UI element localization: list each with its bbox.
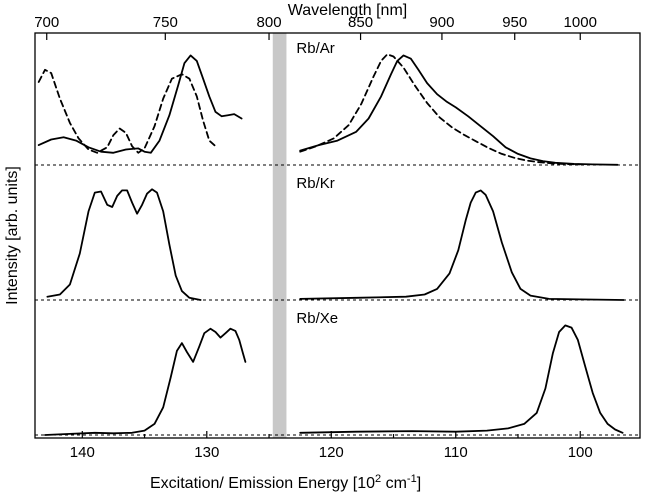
series-line-3 [299,54,619,166]
x-top-tick-label: 850 [348,14,373,31]
panel-label: Rb/Ar [296,40,334,57]
x-bottom-tick-label: 120 [319,444,344,461]
x-top-tick-label: 1000 [564,14,597,31]
plot-frame-group [34,32,641,439]
x-bottom-tick-label: 100 [568,444,593,461]
x-bottom-tick-label: 130 [194,444,219,461]
x-top-tick-label: 800 [257,14,282,31]
spectral-gap-band [272,33,287,438]
series-line-1 [44,327,247,436]
series-line-1 [37,54,243,154]
panels-group: Rb/Ar Rb/Kr Rb/Xe [35,40,640,436]
panel-rb-kr: Rb/Kr [35,175,640,301]
x-top-tick-label: 900 [429,14,454,31]
panel-label: Rb/Xe [296,310,338,327]
panel-rb-xe: Rb/Xe [35,310,640,436]
x-axis-top-title: Wavelength [nm] [288,2,407,19]
series-line-2 [299,324,624,434]
y-axis-title: Intensity [arb. units] [4,166,21,305]
x-top-tick-label: 700 [34,14,59,31]
x-top-tick-label: 750 [153,14,178,31]
x-axis-bottom-title: Excitation/ Emission Energy [102 cm-1] [150,473,421,492]
series-line-1 [46,188,202,301]
x-bottom-tick-label: 140 [70,444,95,461]
series-line-2 [37,68,217,154]
series-line-2 [299,189,625,301]
panel-rb-ar: Rb/Ar [35,40,640,166]
plot-frame [34,32,641,439]
x-top-tick-label: 950 [502,14,527,31]
series-line-4 [299,53,582,166]
ticks-group: 140 130 120 110 100 700 750 800 850 900 950 1000 [34,14,597,461]
panel-label: Rb/Kr [296,175,334,192]
x-bottom-tick-label: 110 [444,444,468,461]
